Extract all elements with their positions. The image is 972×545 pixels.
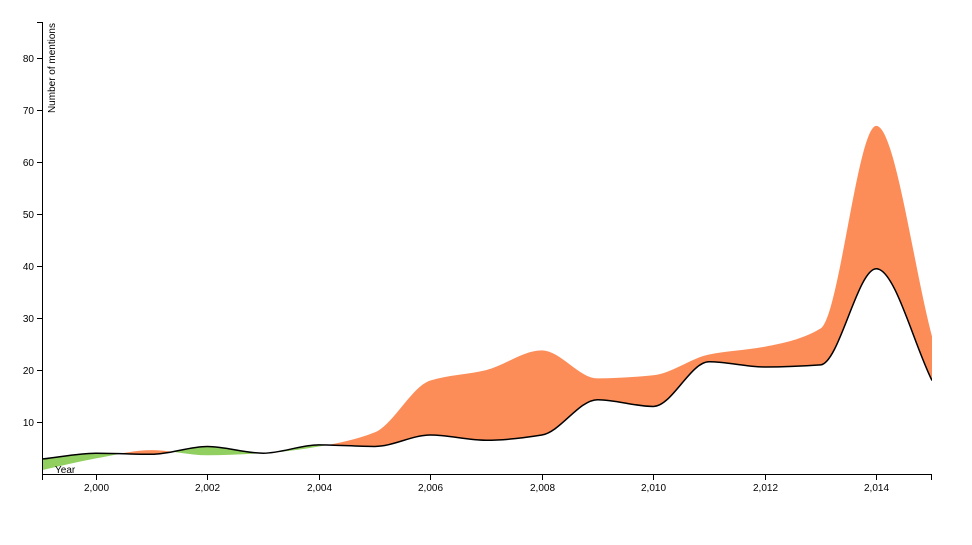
- x-tick-label: 2,000: [84, 483, 109, 494]
- y-tick-label: 20: [23, 366, 35, 377]
- x-tick-label: 2,002: [195, 483, 220, 494]
- x-tick-label: 2,008: [530, 483, 555, 494]
- x-tick-label: 2,010: [641, 483, 666, 494]
- y-tick-label: 40: [23, 262, 35, 273]
- x-tick-label: 2,014: [864, 483, 889, 494]
- y-tick-label: 30: [23, 314, 35, 325]
- y-tick-label: 50: [23, 210, 35, 221]
- y-tick-label: 70: [23, 106, 35, 117]
- x-tick-label: 2,012: [753, 483, 778, 494]
- y-axis: 10 20 30 40 50 60 70 80: [23, 22, 43, 474]
- series-line: [43, 268, 932, 460]
- y-tick-label: 60: [23, 158, 35, 169]
- y-tick-label: 80: [23, 54, 35, 65]
- x-axis-title: Year: [55, 465, 76, 476]
- area-second-above-first: [43, 125, 932, 459]
- y-axis-title: Number of mentions: [47, 23, 58, 113]
- x-tick-label: 2,004: [307, 483, 332, 494]
- plot-area: [43, 125, 932, 470]
- x-axis: 2,000 2,002 2,004 2,006 2,008 2,010 2,012 2,014: [42, 474, 932, 494]
- x-tick-label: 2,006: [418, 483, 443, 494]
- y-tick-label: 10: [23, 418, 35, 429]
